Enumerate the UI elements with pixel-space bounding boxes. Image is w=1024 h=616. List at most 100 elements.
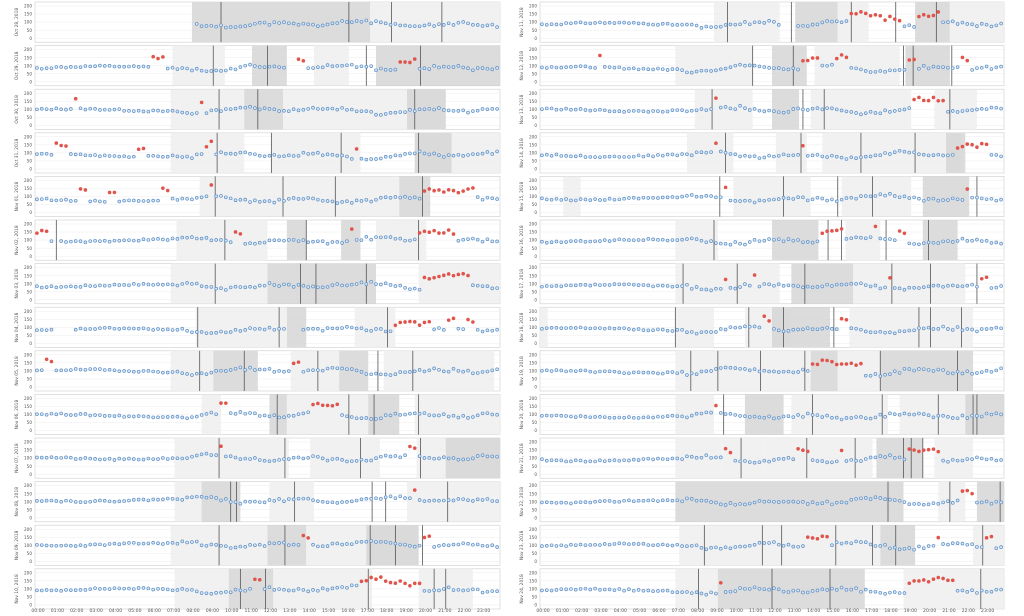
data-point [917, 411, 921, 416]
data-point [374, 371, 378, 376]
anomaly-point [316, 401, 320, 406]
data-point [646, 498, 651, 503]
data-point [714, 330, 718, 334]
data-point [675, 328, 680, 332]
data-point [549, 458, 554, 463]
highlight-band [170, 263, 268, 304]
data-point [970, 413, 974, 418]
data-point [694, 237, 699, 241]
x-tick-label: 16:00 [341, 608, 354, 614]
data-point [98, 63, 102, 68]
data-point [112, 326, 117, 331]
anomaly-point [820, 534, 825, 539]
data-point [738, 325, 742, 330]
data-point [54, 65, 59, 69]
y-tick-label: 150 [24, 448, 32, 453]
data-point [141, 326, 146, 331]
data-point [728, 411, 733, 416]
data-point [403, 194, 407, 199]
data-point [921, 285, 926, 290]
data-point [379, 372, 383, 377]
data-point [815, 239, 820, 244]
y-tick-label: 150 [24, 578, 32, 583]
y-tick-label: 200 [24, 4, 32, 9]
y-tick-label: 150 [529, 578, 537, 583]
highlight-band [172, 45, 225, 86]
data-point [44, 196, 49, 201]
anomaly-point [912, 448, 916, 452]
data-point [694, 411, 699, 416]
anomaly-point [902, 231, 907, 236]
data-point [412, 109, 417, 113]
data-point [475, 371, 480, 375]
data-point [141, 586, 146, 590]
data-point [345, 63, 349, 68]
panel-date-label: Nov 08, 2018 [14, 487, 20, 517]
data-point [451, 413, 456, 418]
data-point [984, 22, 989, 27]
data-point [320, 239, 325, 243]
data-point [369, 417, 373, 421]
data-point [379, 327, 383, 331]
data-point [873, 495, 878, 500]
data-point [859, 540, 863, 544]
y-tick-label: 100 [529, 456, 537, 461]
data-point [335, 153, 340, 158]
data-point [151, 457, 155, 461]
data-point [544, 458, 549, 463]
data-point [422, 456, 427, 460]
data-point [868, 235, 873, 239]
data-point [393, 411, 398, 416]
data-point [466, 153, 470, 157]
data-point [267, 414, 272, 419]
data-point [873, 589, 878, 594]
data-point [656, 283, 660, 288]
data-point [728, 365, 733, 370]
data-point [622, 588, 626, 593]
data-point [685, 237, 689, 241]
data-point [383, 112, 388, 116]
data-point [651, 415, 655, 420]
data-point [844, 500, 849, 505]
data-point [641, 370, 646, 375]
data-point [141, 199, 146, 203]
data-point [301, 150, 306, 155]
data-point [757, 540, 762, 545]
data-point [267, 325, 272, 330]
data-point [921, 546, 926, 551]
data-point [636, 327, 641, 331]
data-point [446, 153, 451, 157]
data-point [772, 327, 776, 331]
data-point [549, 500, 554, 505]
data-point [728, 501, 733, 505]
anomaly-point [844, 317, 849, 322]
data-point [296, 412, 301, 416]
data-point [854, 496, 858, 501]
data-point [349, 459, 354, 463]
anomaly-point [975, 145, 979, 149]
data-point [475, 23, 480, 27]
data-point [475, 283, 480, 288]
data-point [926, 325, 931, 330]
data-point [456, 542, 461, 547]
data-point [694, 331, 699, 336]
anomaly-point [422, 535, 427, 540]
data-point [287, 588, 291, 593]
data-point [830, 284, 834, 288]
data-point [617, 370, 622, 375]
data-point [941, 198, 945, 202]
data-point [262, 500, 267, 505]
data-point [815, 285, 820, 289]
data-point [989, 457, 994, 461]
data-point [714, 68, 718, 73]
data-point [296, 455, 301, 460]
data-point [583, 155, 588, 159]
data-point [253, 285, 257, 290]
data-point [941, 413, 945, 418]
data-point [35, 107, 39, 112]
data-point [495, 327, 499, 332]
highlight-band [694, 89, 753, 130]
data-point [670, 195, 675, 199]
highlight-band [271, 132, 361, 173]
